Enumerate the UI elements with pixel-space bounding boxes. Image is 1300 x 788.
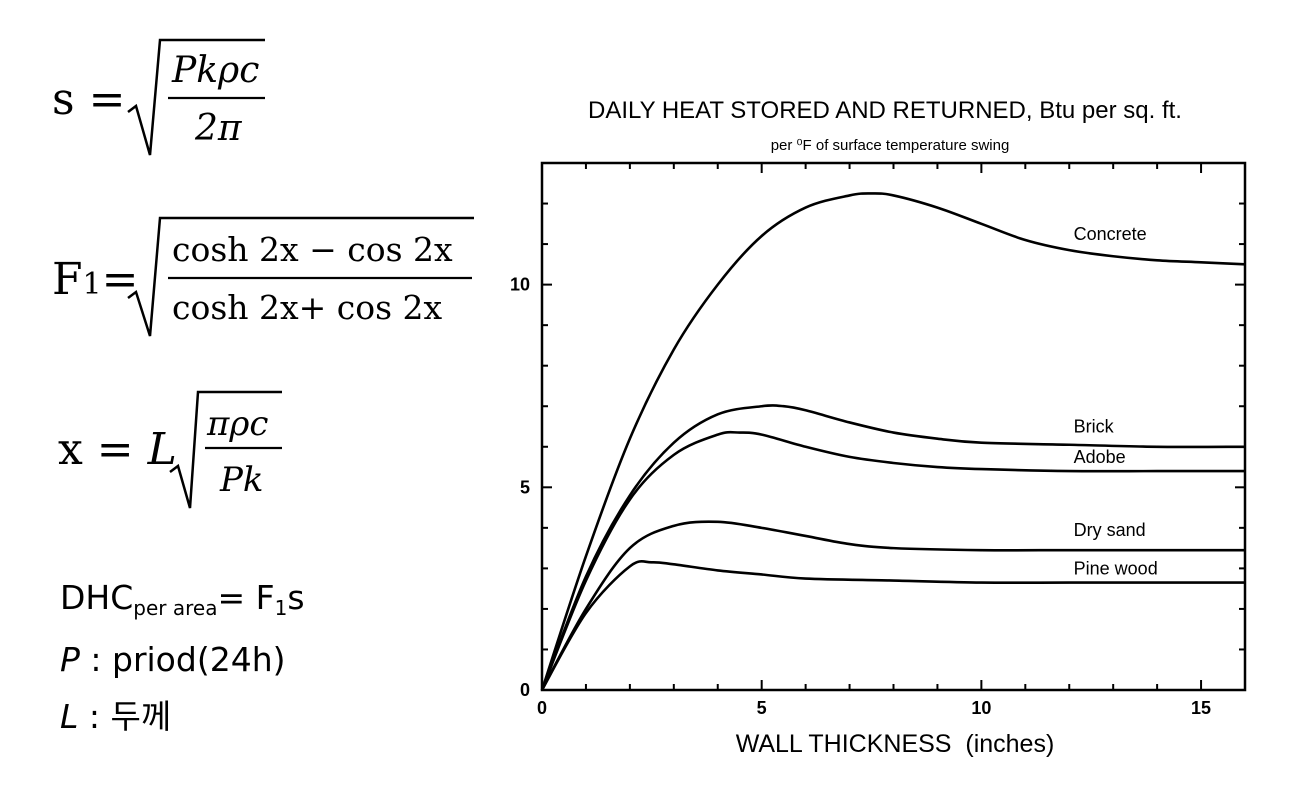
formula-x-lhs-var: L [147, 424, 177, 475]
formula-x-lhs-text: x = [58, 424, 148, 475]
series-line-pine-wood [540, 559, 1245, 691]
annotation-adobe: Adobe [1074, 447, 1126, 467]
dhc-rhs-sub: 1 [274, 596, 288, 620]
formula-x: x = L πρc Pk [0, 380, 480, 520]
annotation-brick: Brick [1074, 417, 1115, 437]
formula-x-radical [169, 390, 282, 509]
formula-s-radical [127, 38, 265, 156]
formula-f1-lhs-eq: = [101, 254, 139, 305]
formula-s-numerator: Pkρc [172, 50, 260, 91]
formula-f1: F1= cosh 2x − cos 2x cosh 2x+ cos 2x [0, 200, 490, 350]
period-definition: P : priod(24h) [60, 640, 285, 679]
series-line-concrete [540, 192, 1246, 691]
period-var: P [60, 640, 80, 679]
dhc-sub: per area [133, 596, 218, 620]
x-tick-label: 15 [1191, 698, 1211, 718]
formula-f1-denominator: cosh 2x+ cos 2x [172, 288, 443, 327]
formula-f1-lhs-main: F [52, 254, 83, 305]
thickness-definition: L : 두께 [60, 690, 171, 738]
formula-x-lhs: x = L [58, 424, 177, 475]
thickness-var: L [60, 697, 79, 736]
x-tick-label: 5 [757, 698, 767, 718]
annotation-pine-wood: Pine wood [1074, 558, 1158, 578]
annotation-concrete: Concrete [1074, 224, 1147, 244]
series-line-brick [540, 404, 1246, 691]
series-lines [540, 192, 1246, 691]
dhc-main: DHC [60, 578, 134, 617]
y-tick-label: 10 [510, 275, 530, 295]
thickness-text: : 두께 [78, 697, 172, 736]
series-line-adobe [540, 430, 1245, 691]
chart-title: DAILY HEAT STORED AND RETURNED, Btu per … [588, 97, 1182, 124]
formula-f1-radical [127, 216, 474, 337]
heat-storage-chart: DAILY HEAT STORED AND RETURNED, Btu per … [510, 97, 1247, 758]
axis-ticks: 0 5 10 15 0 5 10 [510, 162, 1246, 718]
series-annotations: Concrete Brick Adobe Dry sand Pine wood [1074, 224, 1158, 578]
dhc-eq: = [217, 578, 256, 617]
chart-xlabel: WALL THICKNESS (inches) [736, 730, 1055, 758]
series-line-dry-sand [540, 520, 1245, 691]
period-text: : priod(24h) [79, 640, 286, 679]
formula-f1-lhs-sub: 1 [82, 267, 102, 302]
formula-x-denominator: Pk [220, 460, 264, 500]
dhc-definition: DHCper area= F1s [60, 578, 305, 620]
dhc-rhs-tail: s [287, 578, 305, 617]
formula-x-numerator: πρc [207, 404, 269, 444]
formula-s-denominator: 2π [195, 108, 242, 149]
formula-f1-lhs: F1= [52, 254, 139, 305]
formula-f1-numerator: cosh 2x − cos 2x [172, 230, 453, 269]
chart-subtitle: per ⁰F of surface temperature swing [771, 137, 1010, 154]
y-tick-label: 5 [520, 477, 530, 497]
x-tick-label: 0 [537, 698, 547, 718]
formula-s: s = Pkρc 2π [0, 0, 480, 170]
dhc-rhs-main: F [255, 578, 275, 617]
y-tick-label: 0 [520, 680, 530, 700]
annotation-dry-sand: Dry sand [1074, 520, 1146, 540]
formula-s-lhs: s = [52, 74, 126, 125]
x-tick-label: 10 [971, 698, 991, 718]
